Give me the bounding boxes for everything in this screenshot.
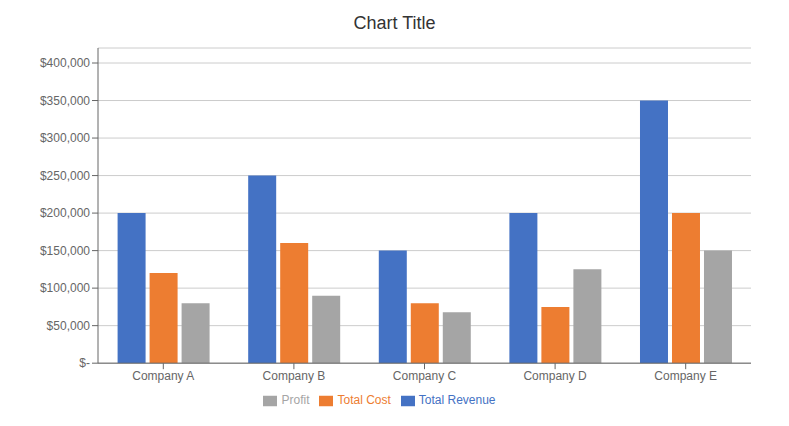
svg-text:$100,000: $100,000 [40,281,90,295]
svg-text:Company A: Company A [132,369,194,383]
html-text:Total Cost: Total Cost [337,393,391,408]
svg-text:$400,000: $400,000 [40,56,90,70]
svg-text:$300,000: $300,000 [40,131,90,145]
html-text:Total Revenue: Total Revenue [418,393,496,408]
svg-text:$-: $- [79,356,90,370]
svg-text:Company B: Company B [263,369,326,383]
svg-text:Company E: Company E [654,369,717,383]
svg-text:$150,000: $150,000 [40,244,90,258]
html-text:Chart Title: Chart Title [353,13,436,33]
svg-text:$200,000: $200,000 [40,206,90,220]
svg-text:Company D: Company D [523,369,587,383]
html-text:Profit: Profit [281,393,310,408]
svg-text:$50,000: $50,000 [47,319,91,333]
svg-text:$250,000: $250,000 [40,169,90,183]
svg-text:$350,000: $350,000 [40,94,90,108]
svg-text:Company C: Company C [393,369,457,383]
